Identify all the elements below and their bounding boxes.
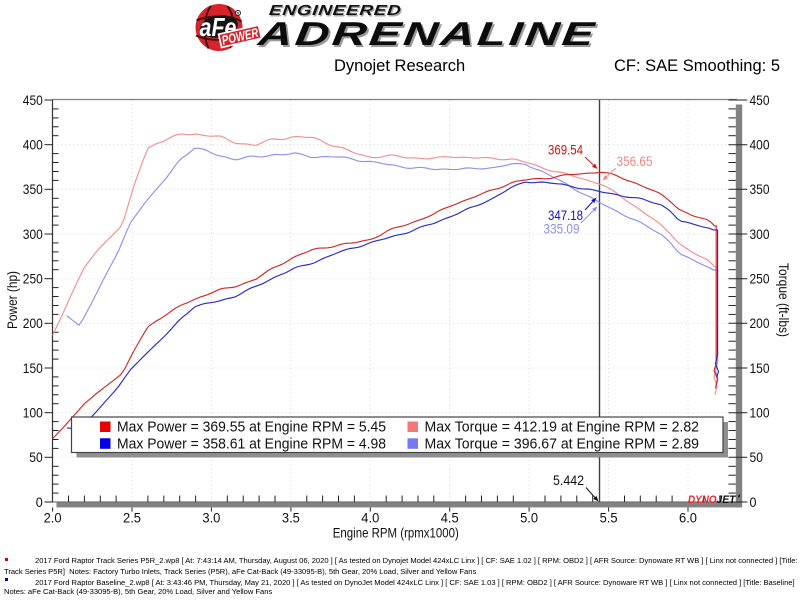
svg-text:200: 200 [750, 316, 770, 331]
svg-text:450: 450 [750, 93, 770, 108]
svg-text:DYNO: DYNO [688, 494, 717, 506]
svg-text:5.5: 5.5 [600, 510, 618, 525]
svg-text:5.0: 5.0 [520, 510, 538, 525]
svg-text:450: 450 [23, 93, 43, 108]
svg-text:2.5: 2.5 [123, 510, 141, 525]
svg-text:0: 0 [750, 495, 757, 510]
svg-text:Power (hp): Power (hp) [5, 271, 20, 329]
svg-text:Max Power = 358.61 at Engine R: Max Power = 358.61 at Engine RPM = 4.98 [117, 436, 386, 452]
svg-text:Engine RPM (rpmx1000): Engine RPM (rpmx1000) [333, 525, 459, 541]
svg-text:250: 250 [750, 272, 770, 287]
svg-text:Torque (ft-lbs): Torque (ft-lbs) [776, 263, 791, 337]
svg-text:aFe: aFe [200, 12, 237, 42]
svg-text:3.5: 3.5 [282, 510, 300, 525]
svg-text:6.0: 6.0 [679, 510, 697, 525]
svg-text:R: R [237, 11, 240, 16]
svg-text:Max Torque = 396.67 at Engine: Max Torque = 396.67 at Engine RPM = 2.89 [425, 436, 700, 452]
svg-text:50: 50 [750, 450, 764, 465]
svg-text:335.09: 335.09 [544, 220, 580, 236]
svg-text:0: 0 [36, 495, 43, 510]
svg-text:Max Power = 369.55 at Engine R: Max Power = 369.55 at Engine RPM = 5.45 [117, 420, 386, 436]
svg-text:4.0: 4.0 [361, 510, 379, 525]
svg-text:347.18: 347.18 [548, 207, 583, 223]
svg-text:5.442: 5.442 [553, 472, 584, 488]
svg-text:300: 300 [23, 227, 43, 242]
svg-text:200: 200 [23, 316, 43, 331]
svg-text:150: 150 [750, 361, 770, 376]
svg-text:400: 400 [750, 138, 770, 153]
svg-text:100: 100 [23, 406, 43, 421]
svg-text:2.0: 2.0 [44, 510, 62, 525]
svg-text:100: 100 [750, 406, 770, 421]
svg-text:JET: JET [717, 494, 737, 506]
svg-text:250: 250 [23, 272, 43, 287]
svg-text:3.0: 3.0 [202, 510, 220, 525]
svg-text:356.65: 356.65 [617, 153, 653, 169]
svg-text:50: 50 [29, 450, 43, 465]
svg-text:150: 150 [23, 361, 43, 376]
svg-text:350: 350 [750, 182, 770, 197]
svg-text:4.5: 4.5 [441, 510, 459, 525]
svg-text:Max Torque = 412.19 at Engine: Max Torque = 412.19 at Engine RPM = 2.82 [425, 420, 700, 436]
svg-text:300: 300 [750, 227, 770, 242]
svg-text:400: 400 [23, 138, 43, 153]
svg-text:350: 350 [23, 182, 43, 197]
svg-text:369.54: 369.54 [548, 141, 583, 157]
